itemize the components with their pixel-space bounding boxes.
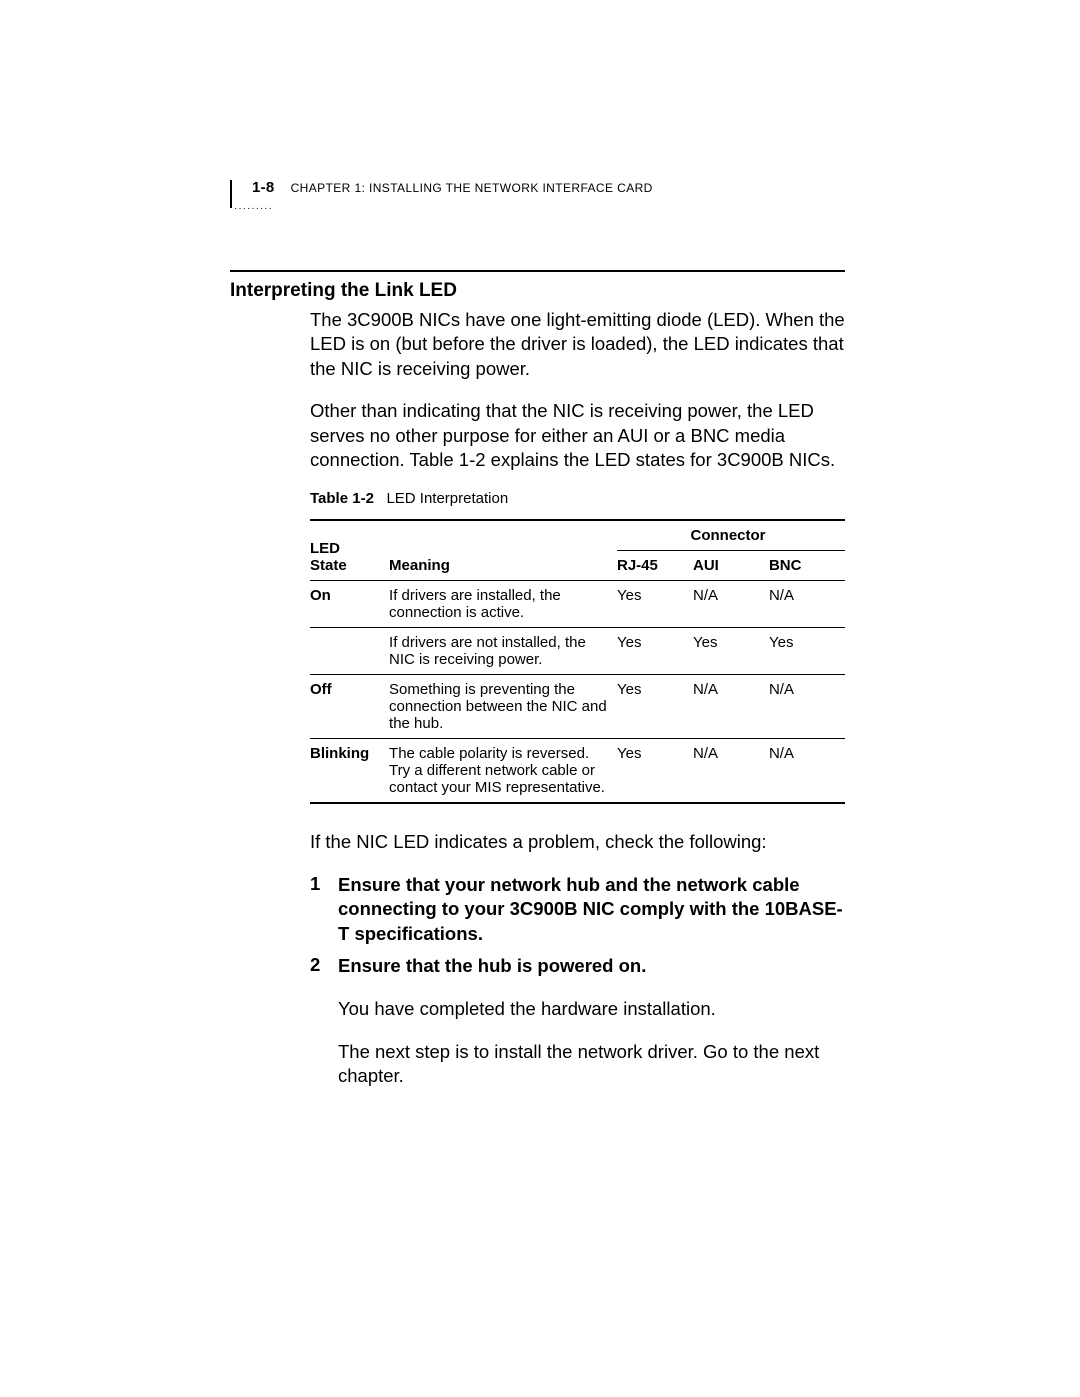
cell-aui: N/A <box>693 675 769 739</box>
col-header-state-l2: State <box>310 557 347 574</box>
paragraph: If the NIC LED indicates a problem, chec… <box>310 830 845 854</box>
table-row: Blinking The cable polarity is reversed.… <box>310 739 845 804</box>
cell-meaning: If drivers are installed, the connection… <box>389 581 617 628</box>
cell-meaning: Something is preventing the connection b… <box>389 675 617 739</box>
chapter-title: CHAPTER 1: INSTALLING THE NETWORK INTERF… <box>291 182 653 194</box>
cell-meaning: If drivers are not installed, the NIC is… <box>389 628 617 675</box>
cell-bnc: N/A <box>769 581 845 628</box>
cell-state <box>310 628 389 675</box>
paragraph: You have completed the hardware installa… <box>338 997 845 1021</box>
section-rule <box>230 270 845 272</box>
table-header-row: LED State Meaning Connector <box>310 520 845 551</box>
col-group-connector: Connector <box>617 520 845 551</box>
cell-rj45: Yes <box>617 628 693 675</box>
running-header: 1-8 CHAPTER 1: INSTALLING THE NETWORK IN… <box>230 180 845 208</box>
step-text: Ensure that your network hub and the net… <box>338 873 845 946</box>
cell-aui: Yes <box>693 628 769 675</box>
col-header-bnc: BNC <box>769 551 845 581</box>
cell-rj45: Yes <box>617 675 693 739</box>
cell-aui: N/A <box>693 581 769 628</box>
table-caption: Table 1-2 LED Interpretation <box>310 490 845 507</box>
step-number: 1 <box>310 873 326 946</box>
table-label: Table 1-2 <box>310 490 374 507</box>
numbered-step: 1 Ensure that your network hub and the n… <box>310 873 845 946</box>
col-header-state: LED State <box>310 520 389 581</box>
cell-state: Blinking <box>310 739 389 804</box>
col-header-aui: AUI <box>693 551 769 581</box>
cell-rj45: Yes <box>617 739 693 804</box>
decorative-dots-icon: ········· <box>234 204 273 214</box>
after-table-block: If the NIC LED indicates a problem, chec… <box>310 830 845 854</box>
cell-meaning: The cable polarity is reversed. Try a di… <box>389 739 617 804</box>
section-heading: Interpreting the Link LED <box>230 280 845 302</box>
col-header-rj45: RJ-45 <box>617 551 693 581</box>
cell-bnc: N/A <box>769 739 845 804</box>
document-page: 1-8 CHAPTER 1: INSTALLING THE NETWORK IN… <box>0 0 1080 1397</box>
table-row: On If drivers are installed, the connect… <box>310 581 845 628</box>
cell-aui: N/A <box>693 739 769 804</box>
paragraph: Other than indicating that the NIC is re… <box>310 399 845 472</box>
cell-bnc: N/A <box>769 675 845 739</box>
cell-state: On <box>310 581 389 628</box>
cell-state: Off <box>310 675 389 739</box>
table-row: Off Something is preventing the connecti… <box>310 675 845 739</box>
col-header-meaning: Meaning <box>389 520 617 581</box>
led-interpretation-table: LED State Meaning Connector RJ-45 AUI BN… <box>310 519 845 804</box>
cell-rj45: Yes <box>617 581 693 628</box>
paragraph: The 3C900B NICs have one light-emitting … <box>310 308 845 381</box>
col-header-state-l1: LED <box>310 540 340 557</box>
step-text: Ensure that the hub is powered on. <box>338 954 646 978</box>
page-number: 1-8 <box>252 180 275 195</box>
table-row: If drivers are not installed, the NIC is… <box>310 628 845 675</box>
step-number: 2 <box>310 954 326 978</box>
cell-bnc: Yes <box>769 628 845 675</box>
numbered-step: 2 Ensure that the hub is powered on. <box>310 954 845 978</box>
paragraph: The next step is to install the network … <box>338 1040 845 1089</box>
body-block: The 3C900B NICs have one light-emitting … <box>310 308 845 507</box>
header-line: 1-8 CHAPTER 1: INSTALLING THE NETWORK IN… <box>252 180 845 195</box>
table-caption-text: LED Interpretation <box>386 490 508 507</box>
